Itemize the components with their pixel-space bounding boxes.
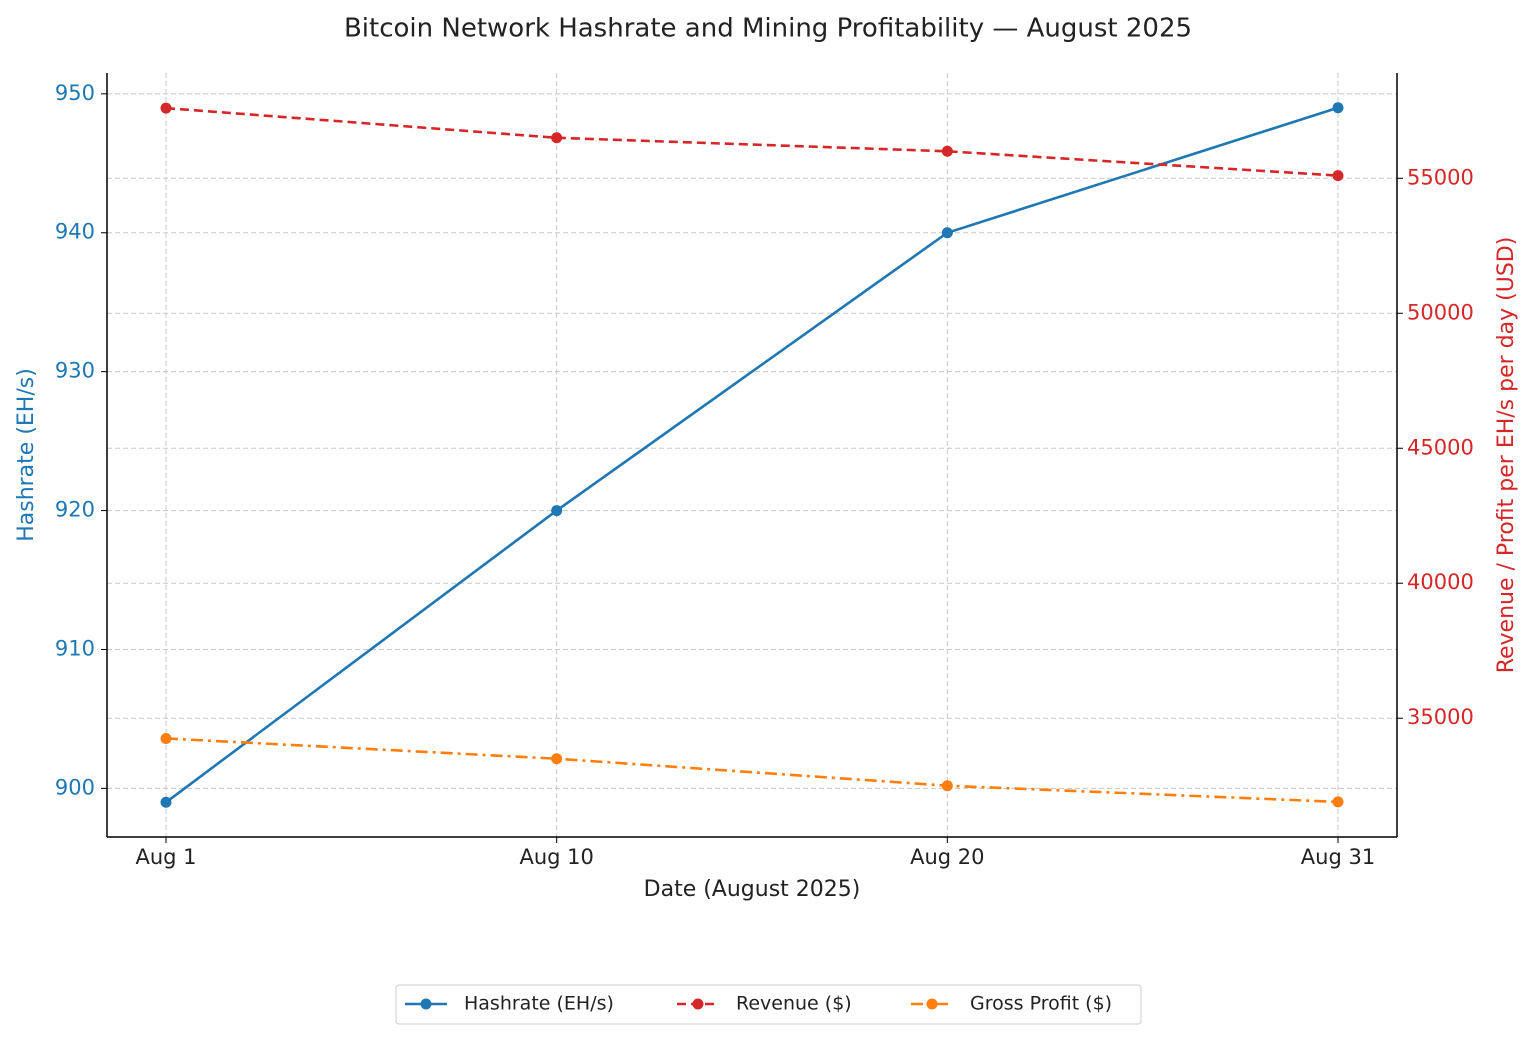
- x-tick-label: Aug 10: [519, 845, 593, 869]
- series-line: [165, 106, 1339, 177]
- y-axis-label: Hashrate (EH/s): [14, 368, 39, 542]
- point: [160, 796, 172, 808]
- y-tick-label: 940: [55, 220, 95, 244]
- point: [160, 732, 172, 744]
- point: [941, 227, 953, 239]
- point: [1332, 796, 1344, 808]
- legend-marker: [420, 998, 432, 1010]
- x-tick-label: Aug 1: [135, 845, 196, 869]
- point: [160, 102, 172, 114]
- legend-label: Revenue ($): [736, 993, 852, 1015]
- y-tick-label: 930: [55, 359, 95, 383]
- legend-marker: [926, 998, 938, 1010]
- y2-tick-label: 40000: [1407, 570, 1474, 594]
- point: [941, 145, 953, 157]
- point: [941, 780, 953, 792]
- chart-title: Bitcoin Network Hashrate and Mining Prof…: [344, 14, 1192, 44]
- legend-marker: [692, 998, 704, 1010]
- series-line: [165, 106, 1339, 804]
- y2-tick-label: 35000: [1407, 705, 1474, 729]
- legend: [395, 984, 1142, 1025]
- y2-tick-label: 55000: [1407, 165, 1474, 189]
- point: [1332, 102, 1344, 114]
- y-tick-label: 950: [55, 81, 95, 105]
- point: [551, 132, 563, 144]
- point: [551, 505, 563, 517]
- grid: [107, 73, 1397, 837]
- y2-axis-label: Revenue / Profit per EH/s per day (USD): [1494, 237, 1519, 674]
- legend-label: Hashrate (EH/s): [464, 993, 614, 1015]
- y-tick-label: 910: [55, 636, 95, 660]
- y2-tick-label: 50000: [1407, 300, 1474, 324]
- legend-label: Gross Profit ($): [970, 993, 1112, 1015]
- y-tick-label: 900: [55, 775, 95, 799]
- point: [1332, 170, 1344, 182]
- x-tick-label: Aug 31: [1301, 845, 1375, 869]
- x-axis-label: Date (August 2025): [644, 877, 861, 902]
- plot: [160, 102, 1344, 808]
- series-line: [165, 737, 1339, 804]
- x-tick-label: Aug 20: [910, 845, 984, 869]
- point: [551, 753, 563, 765]
- y-tick-label: 920: [55, 498, 95, 522]
- legend-items: Hashrate (EH/s) Revenue ($) Gross Profit (…: [405, 993, 1112, 1015]
- y2-tick-label: 45000: [1407, 435, 1474, 459]
